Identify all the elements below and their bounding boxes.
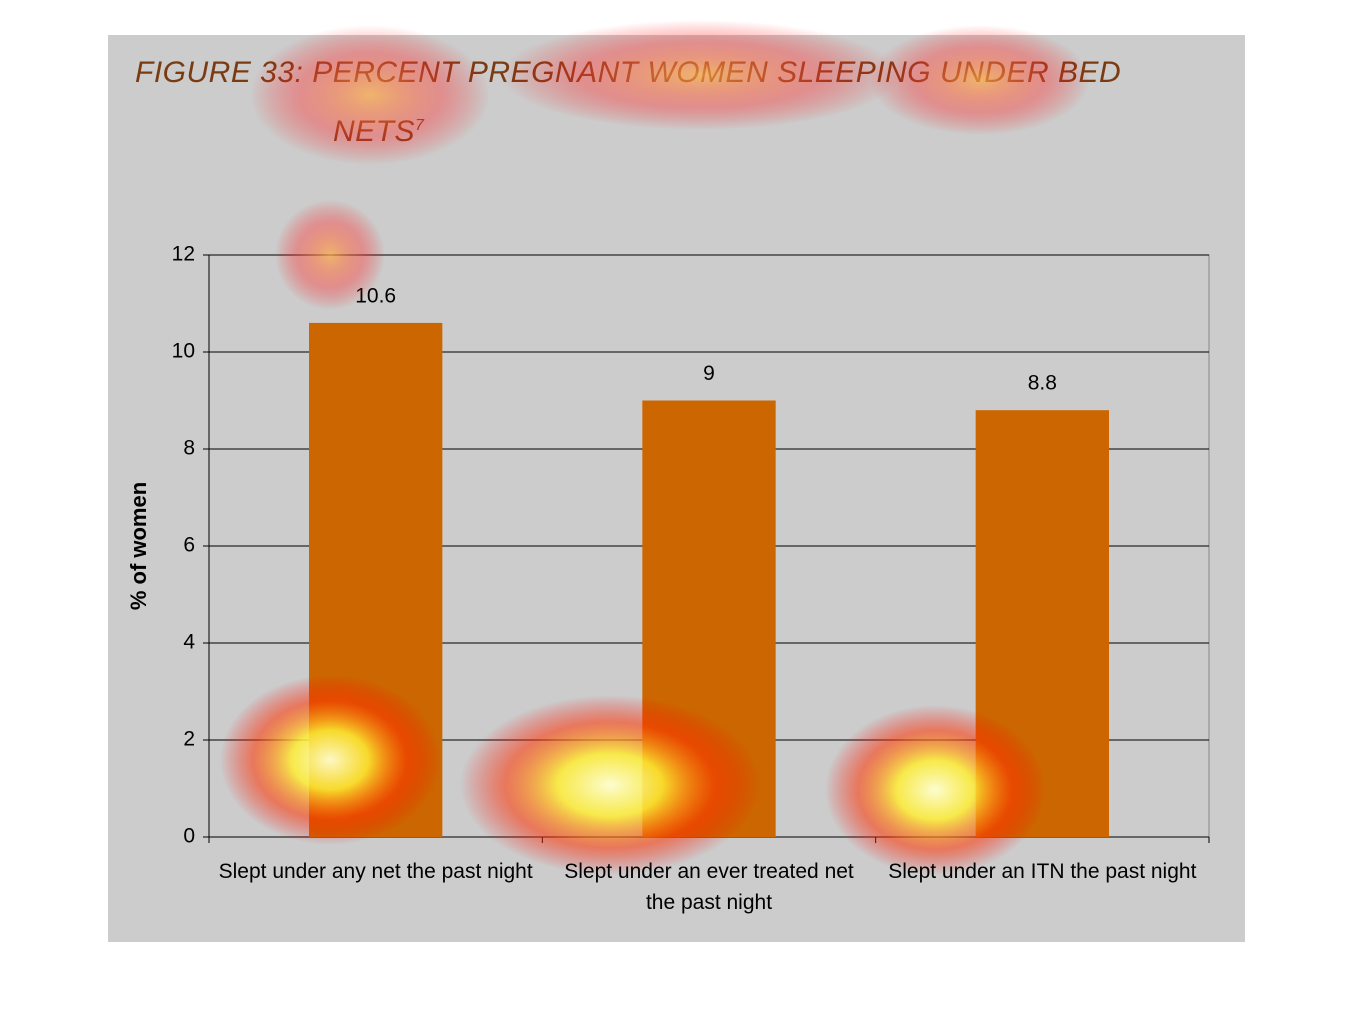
y-tick-label: 2 [183, 728, 195, 751]
bar [642, 400, 776, 837]
bar [309, 322, 443, 837]
y-tick-label: 12 [172, 243, 195, 266]
y-tick-label: 8 [183, 437, 195, 460]
x-tick-label: Slept under an ever treated net the past… [564, 860, 854, 914]
x-tick-label: Slept under an ITN the past night [888, 860, 1197, 883]
y-tick-label: 6 [183, 534, 195, 557]
data-label: 10.6 [355, 284, 396, 307]
y-tick-label: 4 [183, 631, 195, 654]
x-tick-label: Slept under any net the past night [218, 860, 533, 883]
y-axis-label: % of women [126, 482, 151, 610]
bar [975, 410, 1109, 837]
data-label: 9 [703, 362, 715, 385]
data-label: 8.8 [1028, 372, 1057, 395]
y-tick-label: 10 [172, 340, 195, 363]
y-tick-label: 0 [183, 825, 195, 848]
